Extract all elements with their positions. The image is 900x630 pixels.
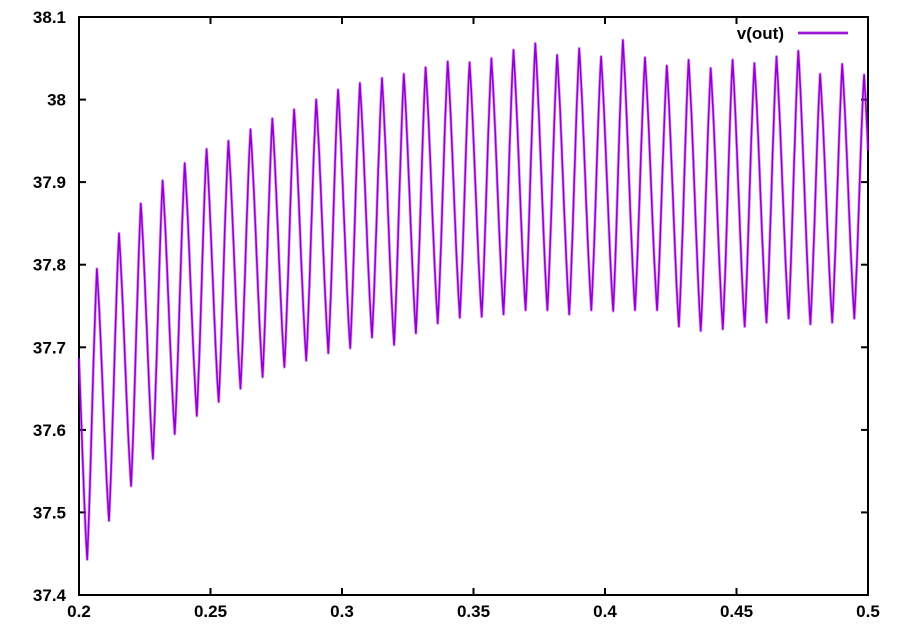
x-tick-label: 0.4	[593, 602, 617, 621]
x-tick-label: 0.35	[457, 602, 490, 621]
x-tick-label: 0.3	[330, 602, 354, 621]
x-tick-label: 0.45	[720, 602, 753, 621]
y-tick-label: 37.7	[33, 338, 66, 357]
legend-label: v(out)	[737, 24, 784, 43]
vout-waveform-line	[78, 39, 869, 561]
y-tick-label: 37.8	[33, 256, 66, 275]
y-tick-label: 37.6	[33, 421, 66, 440]
legend: v(out)	[737, 24, 848, 43]
y-tick-label: 38.1	[33, 8, 66, 27]
y-tick-label: 37.9	[33, 173, 66, 192]
y-tick-label: 37.5	[33, 503, 66, 522]
y-tick-label: 37.4	[33, 586, 67, 605]
x-axis-tick-labels: 0.2 0.25 0.3 0.35 0.4 0.45 0.5	[67, 602, 880, 621]
y-axis-tick-labels: 37.4 37.5 37.6 37.7 37.8 37.9 38 38.1	[33, 8, 67, 605]
vout-waveform-halo	[77, 38, 870, 562]
x-tick-label: 0.5	[856, 602, 880, 621]
y-tick-label: 38	[47, 91, 66, 110]
x-tick-label: 0.2	[67, 602, 91, 621]
x-tick-label: 0.25	[194, 602, 227, 621]
plot-border	[78, 16, 869, 596]
x-axis-ticks	[78, 17, 869, 595]
y-axis-ticks	[79, 16, 868, 596]
